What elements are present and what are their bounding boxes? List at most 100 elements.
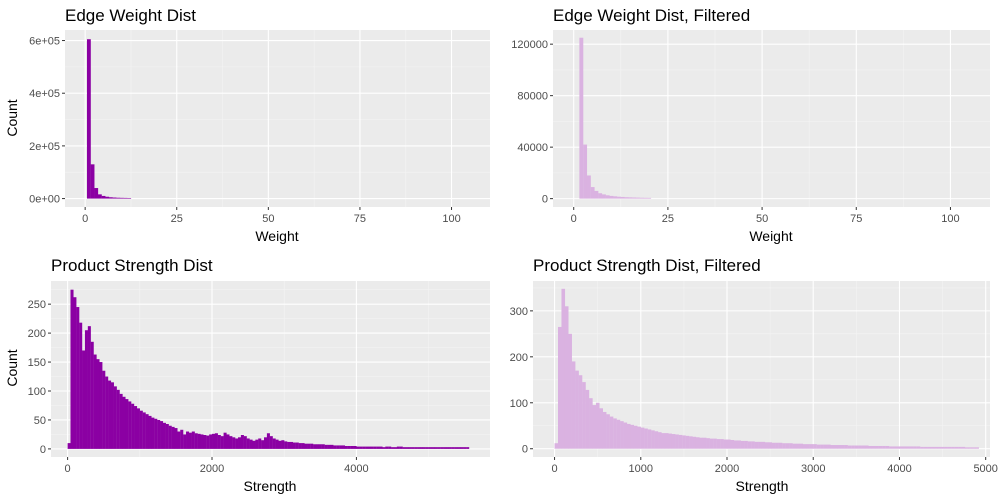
y-tick-label: 6e+05 xyxy=(29,36,60,48)
histogram-bar xyxy=(188,432,192,449)
histogram-bar xyxy=(633,425,638,449)
histogram-bar xyxy=(87,326,91,449)
histogram-bar xyxy=(110,382,114,449)
histogram-bars xyxy=(86,39,132,199)
histogram-bar xyxy=(744,440,748,449)
histogram-bar xyxy=(249,439,253,449)
histogram-bar xyxy=(376,446,380,449)
histogram-bar xyxy=(177,431,181,449)
histogram-bar xyxy=(105,196,110,199)
x-tick-label: 1000 xyxy=(629,463,653,475)
histogram-bar xyxy=(240,435,244,449)
histogram-bar xyxy=(330,444,334,449)
histogram-bar xyxy=(180,429,184,449)
histogram-bar xyxy=(628,197,633,199)
histogram-bar xyxy=(937,446,942,449)
histogram-bar xyxy=(913,446,917,449)
histogram-bar xyxy=(379,446,383,449)
histogram-bar xyxy=(162,422,166,449)
histogram-bar xyxy=(758,441,762,449)
histogram-bar xyxy=(399,446,403,449)
histogram-bar xyxy=(961,446,966,449)
histogram-bar xyxy=(782,443,786,449)
histogram-bar xyxy=(864,445,869,449)
histogram-bar xyxy=(451,447,455,449)
histogram-bar xyxy=(675,434,679,449)
histogram-bar xyxy=(243,436,247,449)
histogram-bar xyxy=(620,421,624,449)
histogram-bar xyxy=(466,447,470,449)
histogram-bar xyxy=(422,447,426,449)
x-axis: 0 25 50 75 100 xyxy=(82,207,461,225)
y-tick-label: 0 xyxy=(522,444,528,456)
histogram-bar xyxy=(878,445,883,449)
histogram-bar xyxy=(287,441,291,449)
histogram-bar xyxy=(906,446,910,449)
histogram-bar xyxy=(613,418,617,449)
histogram-bar xyxy=(727,439,731,449)
histogram-bar xyxy=(920,446,924,449)
histogram-bar xyxy=(851,445,855,449)
histogram-bar xyxy=(396,446,400,449)
histogram-bar xyxy=(771,442,776,449)
y-axis: 0 40000 80000 120000 xyxy=(511,39,553,206)
histogram-bar xyxy=(90,164,95,199)
histogram-bar xyxy=(598,193,603,199)
x-tick-label: 75 xyxy=(354,213,366,225)
histogram-bar xyxy=(278,440,282,449)
histogram-bar xyxy=(315,444,320,449)
x-axis-title: Strength xyxy=(736,478,789,494)
histogram-bar xyxy=(321,444,325,449)
histogram-bar xyxy=(94,188,99,199)
histogram-bar xyxy=(327,444,331,449)
histogram-bar xyxy=(896,446,900,449)
histogram-bar xyxy=(716,439,721,449)
y-axis: 0 50 100 150 200 250 xyxy=(28,299,51,456)
histogram-bar xyxy=(968,447,973,449)
histogram-bar xyxy=(954,446,959,449)
histogram-bar xyxy=(885,445,890,449)
histogram-bar xyxy=(854,445,859,449)
histogram-bar xyxy=(445,447,449,449)
histogram-bar xyxy=(601,194,606,199)
histogram-bar xyxy=(108,380,112,449)
histogram-bar xyxy=(599,408,603,449)
histogram-bar xyxy=(174,428,178,449)
histogram-bar xyxy=(616,419,621,449)
y-tick-label: 250 xyxy=(28,299,46,311)
histogram-bar xyxy=(408,447,412,449)
histogram-bar xyxy=(425,447,429,449)
histogram-bar xyxy=(594,190,599,199)
histogram-bar xyxy=(275,439,279,449)
x-tick-label: 3000 xyxy=(801,463,825,475)
x-tick-label: 100 xyxy=(442,213,460,225)
histogram-bar xyxy=(252,440,256,449)
histogram-bar xyxy=(840,445,845,449)
histogram-bar xyxy=(217,435,221,449)
histogram-bar xyxy=(678,434,683,449)
histogram-bar xyxy=(246,438,250,449)
histogram-bar xyxy=(785,443,790,449)
histogram-bar xyxy=(635,197,640,199)
histogram-bar xyxy=(626,423,631,449)
histogram-bar xyxy=(261,440,265,449)
histogram-bar xyxy=(806,444,810,449)
y-tick-label: 300 xyxy=(510,306,528,318)
histogram-bar xyxy=(975,447,979,449)
histogram-bar xyxy=(292,442,296,449)
y-tick-label: 200 xyxy=(28,328,46,340)
histogram-bar xyxy=(235,438,239,449)
x-axis-title: Weight xyxy=(255,228,298,244)
histogram-bar xyxy=(699,437,704,449)
histogram-bar xyxy=(212,433,216,449)
histogram-bar xyxy=(79,322,83,449)
histogram-bar xyxy=(108,197,113,199)
x-tick-label: 100 xyxy=(941,213,959,225)
histogram-bar xyxy=(751,441,755,449)
histogram-bar xyxy=(448,447,452,449)
y-tick-label: 80000 xyxy=(517,91,548,103)
x-axis: 0 1000 2000 3000 4000 5000 xyxy=(551,457,998,475)
y-tick-label: 0 xyxy=(40,444,46,456)
histogram-bar xyxy=(778,442,783,449)
histogram-bar xyxy=(359,446,363,449)
